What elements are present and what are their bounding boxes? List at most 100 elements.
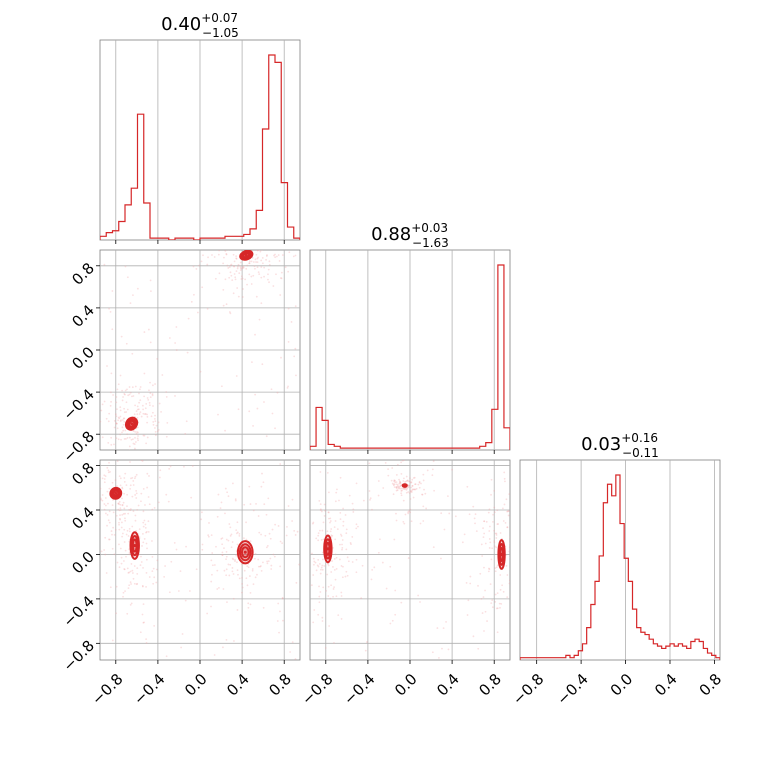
sample-point (119, 477, 122, 480)
sample-point (255, 451, 257, 453)
sample-point (220, 385, 223, 388)
sample-point (240, 248, 242, 250)
sample-point (234, 278, 237, 281)
sample-point (104, 536, 107, 539)
sample-point (145, 531, 147, 534)
sample-point (206, 307, 209, 310)
sample-point (399, 485, 402, 488)
sample-point (101, 494, 104, 496)
sample-point (126, 408, 129, 411)
sample-point (495, 546, 498, 549)
sample-point (104, 497, 107, 499)
sample-point (493, 545, 496, 548)
sample-point (113, 426, 116, 429)
sample-point (508, 550, 510, 553)
sample-point (126, 612, 129, 615)
sample-point (318, 562, 321, 565)
sample-point (273, 555, 276, 558)
sample-point (341, 543, 343, 546)
sample-point (291, 641, 294, 643)
sample-point (130, 602, 133, 605)
sample-point (126, 493, 129, 496)
sample-point (233, 265, 235, 268)
sample-point (341, 576, 344, 579)
sample-point (243, 569, 246, 572)
sample-point (225, 253, 228, 256)
sample-point (100, 514, 101, 517)
sample-point (319, 471, 322, 473)
sample-point (335, 568, 338, 570)
sample-point (238, 245, 240, 247)
sample-point (511, 594, 513, 596)
sample-point (405, 491, 408, 494)
sample-point (104, 512, 107, 515)
sample-point (145, 530, 148, 533)
sample-point (276, 620, 279, 622)
sample-point (380, 452, 382, 454)
sample-point (364, 649, 367, 652)
sample-point (483, 630, 485, 632)
sample-point (214, 277, 217, 280)
sample-point (143, 372, 146, 375)
sample-point (506, 574, 509, 576)
sample-point (491, 547, 494, 550)
sample-point (404, 458, 406, 460)
sample-point (323, 503, 326, 506)
sample-point (95, 462, 97, 464)
sample-point (500, 602, 503, 605)
sample-point (92, 486, 94, 488)
sample-point (287, 270, 290, 273)
x-tick-label: 0.4 (651, 670, 681, 700)
sample-point (417, 483, 420, 486)
sample-point (291, 498, 294, 501)
sample-point (221, 553, 224, 556)
sample-point (95, 427, 97, 429)
sample-point (282, 619, 284, 622)
sample-point (236, 287, 239, 289)
sample-point (251, 568, 254, 570)
sample-point (122, 423, 125, 426)
y-tick-label: −0.8 (60, 637, 98, 675)
sample-point (254, 552, 257, 555)
sample-point (100, 550, 103, 553)
sample-point (482, 596, 485, 598)
sample-point (407, 557, 410, 559)
sample-point (489, 583, 492, 586)
sample-point (335, 556, 338, 559)
sample-point (113, 533, 116, 536)
sample-point (152, 384, 154, 387)
sample-point (163, 575, 166, 578)
sample-point (321, 551, 324, 554)
panel-grid (325, 250, 495, 450)
sample-point (133, 413, 136, 416)
sample-point (285, 534, 288, 537)
sample-point (128, 530, 131, 533)
sample-point (491, 599, 494, 602)
sample-point (319, 508, 322, 511)
sample-point (431, 468, 434, 471)
sample-point (499, 532, 502, 534)
sample-point (238, 246, 240, 248)
sample-point (319, 591, 322, 593)
sample-point (123, 568, 126, 571)
sample-point (237, 295, 240, 298)
sample-point (412, 496, 415, 499)
sample-point (111, 504, 114, 507)
param-title-1: 0.88+0.03 −1.63 (371, 221, 449, 250)
sample-point (407, 486, 410, 489)
sample-point (509, 556, 510, 559)
sample-point (225, 574, 228, 577)
sample-point (129, 570, 132, 573)
sample-point (326, 530, 329, 533)
sample-point (217, 493, 220, 496)
sample-point (119, 503, 122, 506)
sample-point (119, 514, 121, 517)
sample-point (395, 486, 398, 489)
sample-point (264, 534, 267, 537)
sample-point (169, 465, 172, 468)
sample-point (345, 532, 348, 535)
sample-point (145, 586, 147, 588)
sample-point (122, 513, 125, 515)
panel-grid (536, 460, 715, 660)
sample-point (287, 307, 290, 310)
